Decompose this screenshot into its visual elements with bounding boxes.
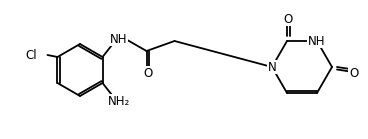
Text: NH: NH xyxy=(110,33,127,45)
Text: Cl: Cl xyxy=(26,49,38,61)
Text: O: O xyxy=(283,13,293,26)
Text: O: O xyxy=(349,66,359,80)
Text: O: O xyxy=(143,66,152,80)
Text: NH: NH xyxy=(308,34,326,48)
Text: NH₂: NH₂ xyxy=(107,95,130,107)
Text: N: N xyxy=(268,60,276,74)
